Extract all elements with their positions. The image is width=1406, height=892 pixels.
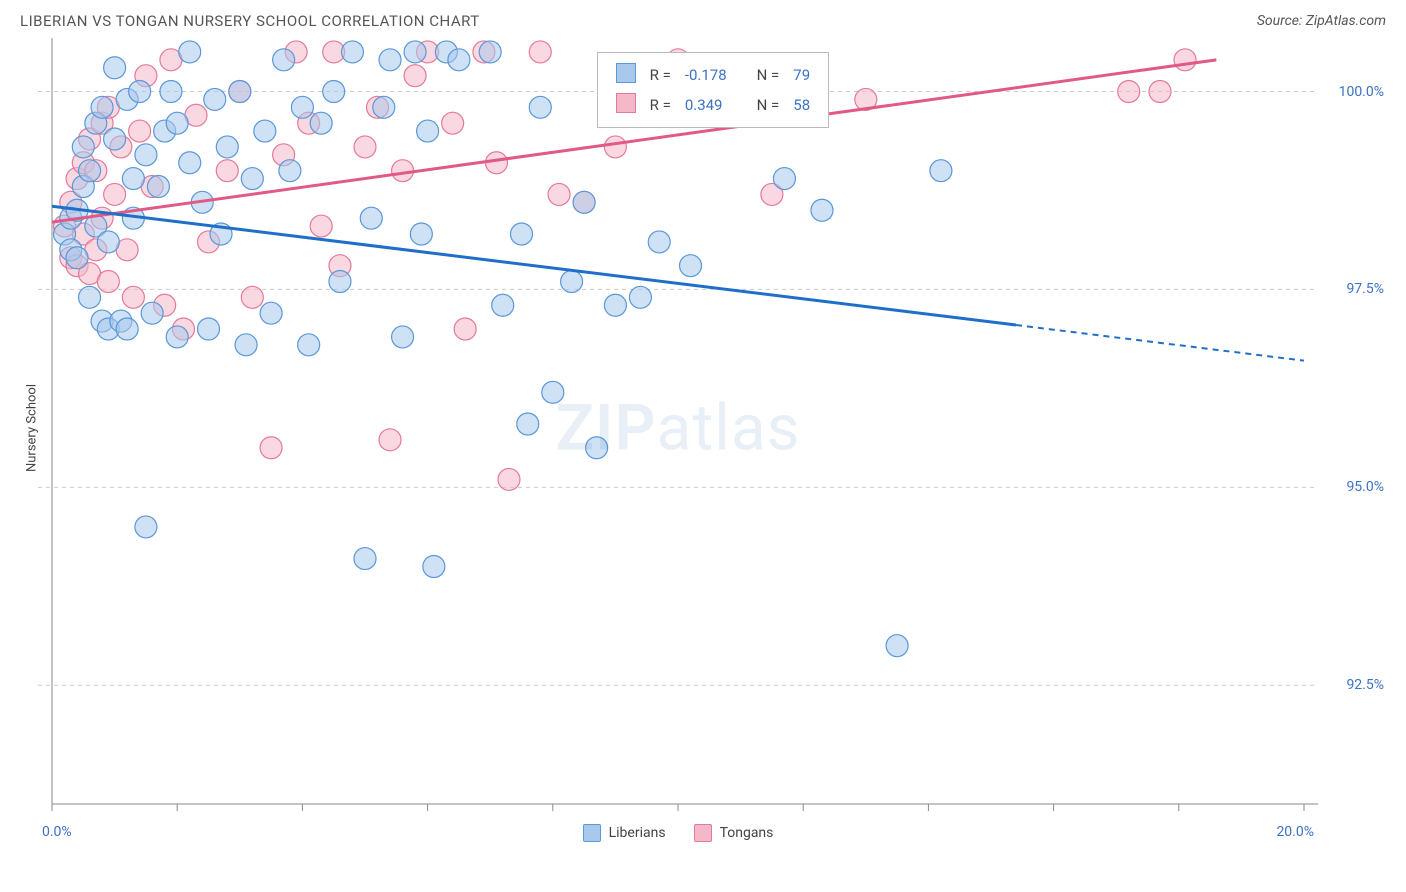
y-tick-label: 97.5% [1346, 281, 1384, 297]
legend-swatch-b-icon [694, 824, 712, 842]
chart-title: LIBERIAN VS TONGAN NURSERY SCHOOL CORREL… [20, 12, 480, 30]
source-prefix: Source: [1257, 13, 1306, 29]
r-label-b: R = [644, 91, 677, 119]
y-tick-label: 100.0% [1339, 84, 1384, 100]
legend: Liberians Tongans [38, 818, 1318, 842]
chart-header: LIBERIAN VS TONGAN NURSERY SCHOOL CORREL… [0, 0, 1406, 38]
legend-label-b: Tongans [720, 825, 774, 841]
y-axis-title: Nursery School [25, 384, 40, 472]
swatch-b-icon [616, 93, 636, 113]
y-tick-label: 92.5% [1346, 677, 1384, 693]
swatch-a-icon [616, 63, 636, 83]
scatter-plot-svg [38, 38, 1318, 818]
r-label-a: R = [644, 61, 677, 89]
x-axis-footer: 0.0% 20.0% Liberians Tongans [38, 818, 1318, 842]
n-value-b: 58 [787, 91, 816, 119]
stats-row-b: R = 0.349 N = 58 [610, 91, 817, 119]
correlation-stats-box: R = -0.178 N = 79 R = 0.349 N = 58 [597, 52, 830, 128]
stats-row-a: R = -0.178 N = 79 [610, 61, 817, 89]
n-value-a: 79 [787, 61, 816, 89]
legend-item-a: Liberians [583, 824, 666, 842]
n-label-a: N = [751, 61, 786, 89]
legend-label-a: Liberians [609, 825, 666, 841]
chart-source: Source: ZipAtlas.com [1257, 13, 1386, 29]
r-value-a: -0.178 [679, 61, 733, 89]
legend-item-b: Tongans [694, 824, 774, 842]
r-value-b: 0.349 [679, 91, 733, 119]
n-label-b: N = [751, 91, 786, 119]
legend-swatch-a-icon [583, 824, 601, 842]
source-name: ZipAtlas.com [1306, 13, 1386, 29]
y-tick-label: 95.0% [1346, 479, 1384, 495]
x-tick-max: 20.0% [1276, 824, 1314, 840]
x-tick-min: 0.0% [42, 824, 72, 840]
chart-area: Nursery School ZIPatlas 92.5%95.0%97.5%1… [38, 38, 1318, 818]
